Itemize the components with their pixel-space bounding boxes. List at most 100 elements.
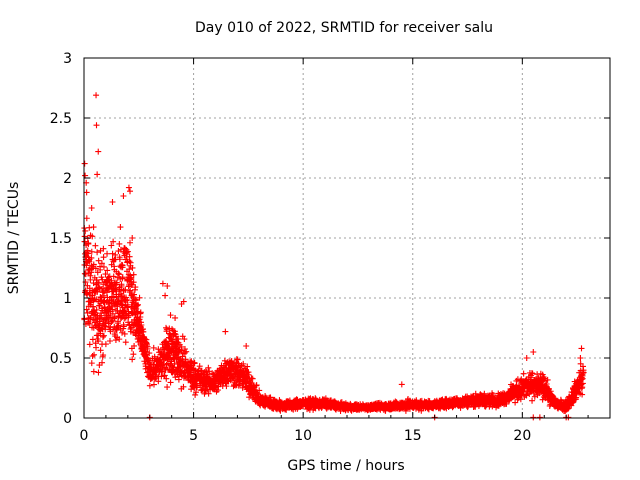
data-point bbox=[82, 227, 89, 234]
data-point bbox=[119, 264, 126, 271]
data-point bbox=[91, 351, 98, 358]
data-point bbox=[150, 344, 157, 351]
data-point bbox=[95, 338, 102, 345]
data-point bbox=[90, 261, 97, 268]
data-point bbox=[134, 302, 141, 309]
data-point bbox=[121, 315, 128, 322]
data-point bbox=[116, 336, 123, 343]
data-point bbox=[138, 322, 145, 329]
data-point bbox=[130, 279, 137, 286]
data-point bbox=[108, 303, 115, 310]
data-point bbox=[89, 233, 96, 240]
data-point bbox=[130, 351, 137, 358]
data-points bbox=[81, 92, 587, 421]
data-point bbox=[246, 394, 253, 401]
data-point bbox=[119, 274, 126, 281]
grid-lines bbox=[84, 58, 610, 418]
x-tick-label: 15 bbox=[404, 428, 422, 444]
data-point bbox=[101, 322, 108, 329]
data-point bbox=[93, 306, 100, 313]
data-point bbox=[83, 306, 90, 313]
data-point bbox=[163, 375, 170, 382]
data-point bbox=[98, 260, 105, 267]
data-point bbox=[97, 266, 104, 273]
data-point bbox=[249, 375, 256, 382]
data-point bbox=[234, 356, 241, 363]
data-point bbox=[103, 289, 110, 296]
data-point bbox=[117, 224, 124, 231]
data-point bbox=[127, 287, 134, 294]
data-point bbox=[129, 264, 136, 271]
data-point bbox=[205, 364, 212, 371]
data-point bbox=[214, 387, 221, 394]
data-point bbox=[90, 297, 97, 304]
x-tick-label: 0 bbox=[80, 428, 89, 444]
data-point bbox=[99, 333, 106, 340]
y-tick-label: 1 bbox=[63, 291, 72, 307]
data-point bbox=[124, 304, 131, 311]
data-point bbox=[127, 259, 134, 266]
data-point bbox=[104, 250, 111, 257]
x-tick-label: 20 bbox=[513, 428, 531, 444]
data-point bbox=[100, 254, 107, 261]
data-point bbox=[183, 348, 190, 355]
data-point bbox=[116, 271, 123, 278]
data-point bbox=[95, 279, 102, 286]
data-point bbox=[132, 284, 139, 291]
data-point bbox=[86, 320, 93, 327]
data-point bbox=[115, 322, 122, 329]
y-tick-label: 2 bbox=[63, 171, 72, 187]
data-point bbox=[88, 254, 95, 261]
data-point bbox=[128, 275, 135, 282]
data-point bbox=[110, 273, 117, 280]
data-point bbox=[110, 238, 117, 245]
data-point bbox=[150, 381, 157, 388]
data-point bbox=[181, 336, 188, 343]
data-point bbox=[102, 271, 109, 278]
data-point bbox=[94, 249, 101, 256]
data-point bbox=[86, 224, 93, 231]
data-point bbox=[98, 312, 105, 319]
data-point bbox=[206, 368, 213, 375]
y-tick-label: 3 bbox=[63, 51, 72, 67]
data-point bbox=[98, 325, 105, 332]
y-tick-label: 0 bbox=[63, 411, 72, 427]
data-point bbox=[109, 250, 116, 257]
data-point bbox=[87, 272, 94, 279]
data-point bbox=[161, 372, 168, 379]
data-point bbox=[93, 344, 100, 351]
data-point bbox=[253, 382, 260, 389]
data-point bbox=[244, 363, 251, 370]
data-point bbox=[100, 245, 107, 252]
y-tick-label: 2.5 bbox=[50, 111, 72, 127]
data-point bbox=[100, 352, 107, 359]
x-axis-label: GPS time / hours bbox=[287, 458, 404, 474]
data-point bbox=[131, 342, 138, 349]
data-point bbox=[111, 314, 118, 321]
data-point bbox=[180, 383, 187, 390]
data-point bbox=[145, 357, 152, 364]
data-point bbox=[89, 292, 96, 299]
data-point bbox=[240, 360, 247, 367]
data-point bbox=[137, 309, 144, 316]
data-point bbox=[144, 345, 151, 352]
data-point bbox=[191, 360, 198, 367]
data-point bbox=[121, 330, 128, 337]
data-point bbox=[90, 224, 97, 231]
y-tick-label: 1.5 bbox=[50, 231, 72, 247]
y-tick-label: 0.5 bbox=[50, 351, 72, 367]
data-point bbox=[97, 294, 104, 301]
data-point bbox=[116, 256, 123, 263]
data-point bbox=[158, 368, 165, 375]
data-point bbox=[129, 356, 136, 363]
chart-title: Day 010 of 2022, SRMTID for receiver sal… bbox=[195, 20, 493, 36]
data-point bbox=[167, 312, 174, 319]
data-point bbox=[118, 281, 125, 288]
data-point bbox=[181, 346, 188, 353]
y-axis-label: SRMTID / TECUs bbox=[6, 182, 22, 295]
data-point bbox=[111, 315, 118, 322]
data-point bbox=[116, 286, 123, 293]
data-point bbox=[172, 314, 179, 321]
data-point bbox=[126, 253, 133, 260]
data-point bbox=[102, 341, 109, 348]
